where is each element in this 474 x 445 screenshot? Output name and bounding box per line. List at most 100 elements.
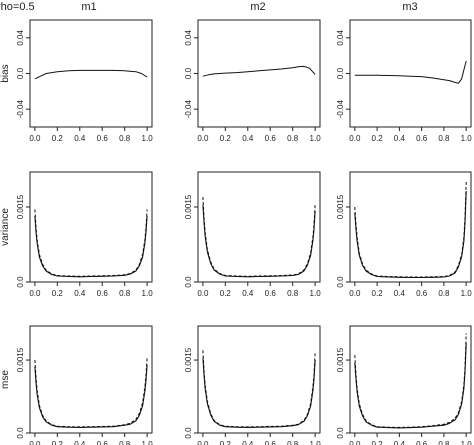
y-axis-label: bias: [0, 64, 11, 82]
y-tick-label: 0.0015: [16, 194, 25, 219]
x-tick-label: 0.6: [265, 440, 277, 445]
x-tick-label: 1.0: [461, 289, 473, 298]
x-tick-label: 1.0: [310, 134, 322, 143]
x-tick-label: 0.6: [416, 289, 428, 298]
series-line: [34, 69, 148, 80]
panel-bias-m3: 0.0 0.2 0.4 0.6 0.8 1.0 -0.04 0.0 0.04: [336, 19, 473, 143]
x-tick-label: 1.0: [461, 134, 473, 143]
plot-frame: [349, 171, 472, 283]
series-line: [354, 190, 467, 279]
series-line: [354, 342, 467, 429]
series-line-dashed: [354, 333, 467, 428]
x-tick-label: 0.0: [29, 440, 41, 445]
series-line: [202, 65, 316, 77]
series-line: [354, 60, 467, 84]
y-tick-label: 0.0: [336, 427, 345, 439]
y-axis-label: mse: [0, 370, 11, 389]
x-tick-label: 0.4: [394, 440, 406, 445]
x-tick-label: 0.2: [220, 134, 232, 143]
x-tick-label: 1.0: [310, 289, 322, 298]
x-tick-label: 0.4: [394, 134, 406, 143]
x-tick-label: 0.0: [349, 289, 361, 298]
column-title-m1: m1: [81, 1, 96, 13]
plot-frame: [197, 171, 321, 283]
x-tick-label: 0.2: [52, 134, 64, 143]
series-line: [34, 364, 148, 428]
y-tick-label: 0.0: [184, 67, 193, 79]
column-title-m2: m2: [250, 1, 265, 13]
x-tick-label: 1.0: [310, 440, 322, 445]
x-tick-label: 0.6: [416, 134, 428, 143]
x-tick-label: 0.4: [242, 289, 254, 298]
x-tick-label: 0.4: [74, 440, 86, 445]
x-tick-label: 1.0: [461, 440, 473, 445]
y-tick-label: 0.0: [16, 427, 25, 439]
series-line-dashed: [34, 209, 148, 277]
plot-frame: [349, 325, 472, 434]
panel-variance-m3: 0.0 0.2 0.4 0.6 0.8 1.0 0.0 0.0015: [336, 171, 473, 298]
y-tick-label: -0.04: [184, 99, 193, 118]
x-tick-label: 0.2: [52, 289, 64, 298]
x-tick-label: 0.2: [52, 440, 64, 445]
x-tick-label: 0.0: [197, 289, 209, 298]
x-tick-label: 0.8: [119, 134, 131, 143]
y-tick-label: 0.0015: [16, 347, 25, 372]
series-line-dashed: [354, 181, 467, 278]
y-tick-label: 0.0015: [336, 194, 345, 219]
x-tick-label: 0.6: [416, 440, 428, 445]
series-line: [34, 215, 148, 278]
y-tick-label: 0.0: [336, 67, 345, 79]
x-tick-label: 0.6: [97, 289, 109, 298]
x-tick-label: 0.4: [394, 289, 406, 298]
x-tick-label: 0.8: [287, 289, 299, 298]
column-title-m3: m3: [402, 1, 417, 13]
plot-frame: [349, 19, 472, 128]
panel-bias-m1: 0.0 0.2 0.4 0.6 0.8 1.0 -0.04 0.0 0.04 bias: [0, 19, 154, 143]
y-tick-label: 0.0015: [184, 347, 193, 372]
x-tick-label: 0.8: [119, 289, 131, 298]
y-tick-label: -0.04: [336, 99, 345, 118]
plot-frame: [29, 171, 153, 283]
y-tick-label: 0.04: [184, 30, 193, 46]
x-tick-label: 0.0: [349, 440, 361, 445]
series-line: [202, 204, 316, 278]
y-tick-label: 0.0015: [184, 194, 193, 219]
y-tick-label: 0.0: [184, 276, 193, 288]
y-tick-label: 0.0: [16, 276, 25, 288]
x-tick-label: 0.4: [242, 134, 254, 143]
x-tick-label: 0.0: [29, 289, 41, 298]
x-tick-label: 0.4: [74, 289, 86, 298]
panel-variance-m1: 0.0 0.2 0.4 0.6 0.8 1.0 0.0 0.0015 variance: [0, 171, 154, 298]
x-tick-label: 1.0: [142, 289, 154, 298]
corner-label: rho=0.5: [0, 1, 35, 13]
x-tick-label: 0.6: [97, 134, 109, 143]
x-tick-label: 0.2: [220, 440, 232, 445]
y-tick-label: 0.0015: [336, 347, 345, 372]
y-tick-label: 0.0: [16, 67, 25, 79]
series-line-dashed: [34, 357, 148, 428]
x-tick-label: 0.0: [197, 134, 209, 143]
panel-mse-m3: 0.0 0.2 0.4 0.6 0.8 1.0 0.0 0.0015: [336, 325, 473, 445]
x-tick-label: 0.2: [220, 289, 232, 298]
panel-variance-m2: 0.0 0.2 0.4 0.6 0.8 1.0 0.0 0.0015: [184, 171, 322, 298]
x-tick-label: 0.8: [287, 440, 299, 445]
y-tick-label: -0.04: [16, 99, 25, 118]
x-tick-label: 0.2: [372, 134, 384, 143]
x-tick-label: 0.8: [287, 134, 299, 143]
y-axis-label: variance: [0, 208, 11, 246]
x-tick-label: 0.6: [265, 289, 277, 298]
x-tick-label: 0.0: [29, 134, 41, 143]
x-tick-label: 1.0: [142, 134, 154, 143]
x-tick-label: 1.0: [142, 440, 154, 445]
x-tick-label: 0.8: [438, 289, 450, 298]
y-tick-label: 0.04: [336, 30, 345, 46]
x-tick-label: 0.6: [97, 440, 109, 445]
panel-bias-m2: 0.0 0.2 0.4 0.6 0.8 1.0 -0.04 0.0 0.04: [184, 19, 322, 143]
panel-grid: 0.0 0.2 0.4 0.6 0.8 1.0 -0.04 0.0 0.04 bias 0.0 0.2…: [0, 19, 473, 445]
x-tick-label: 0.2: [372, 289, 384, 298]
x-tick-label: 0.0: [349, 134, 361, 143]
x-tick-label: 0.4: [74, 134, 86, 143]
x-tick-label: 0.6: [265, 134, 277, 143]
y-tick-label: 0.0: [184, 427, 193, 439]
